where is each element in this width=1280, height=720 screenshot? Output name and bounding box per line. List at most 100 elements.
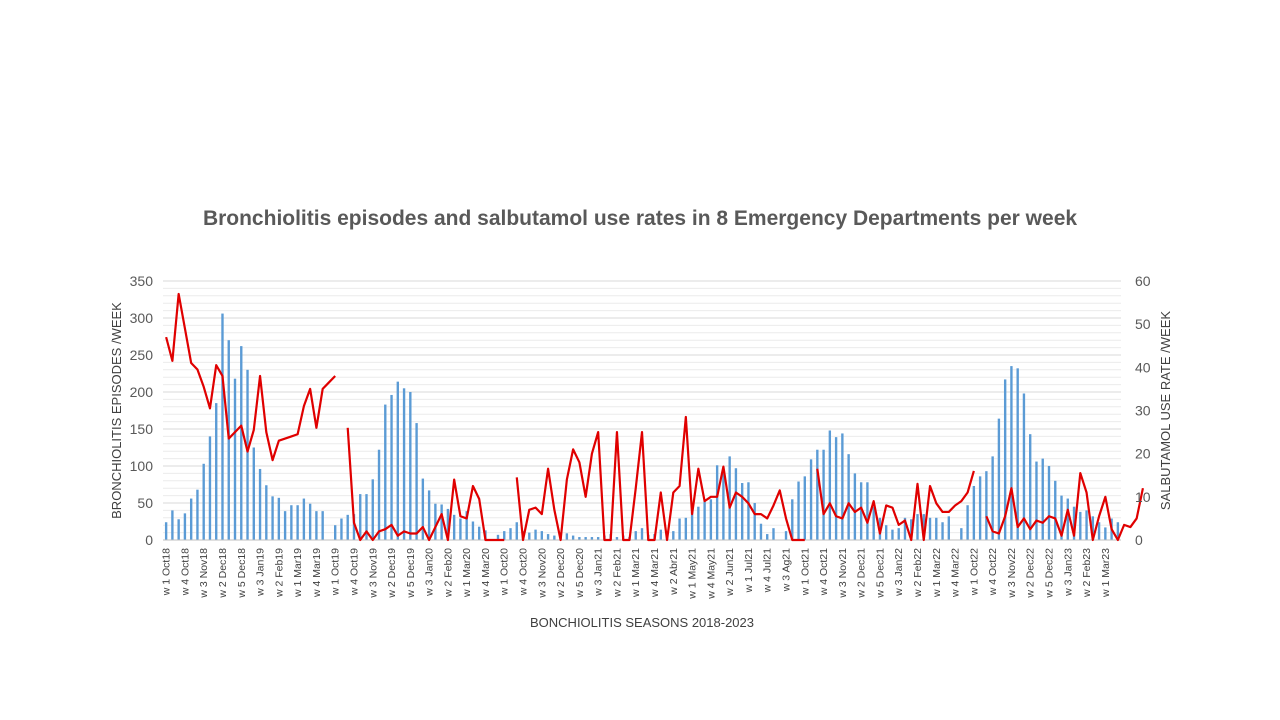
episodes-bar	[471, 521, 475, 540]
y-tick-label: 100	[130, 458, 154, 474]
y2-tick-label: 40	[1135, 359, 1151, 375]
episodes-bar	[1060, 495, 1063, 540]
episodes-bar	[1091, 516, 1095, 540]
episodes-bar	[847, 454, 850, 540]
x-tick-label: w 5 Dec19	[405, 548, 417, 599]
x-tick-label: w 2 Feb22	[912, 548, 924, 598]
episodes-bar	[396, 381, 399, 540]
x-tick-label: w 3 Jan22	[893, 548, 905, 597]
x-tick-label: w 4 Oct19	[348, 548, 360, 596]
x-tick-label: w 4 Mar22	[950, 548, 962, 598]
episodes-bar	[841, 433, 844, 540]
x-tick-label: w 1 Oct20	[499, 548, 511, 596]
y-tick-label: 200	[130, 384, 154, 400]
episodes-bar	[553, 535, 556, 540]
episodes-bar	[1003, 379, 1007, 540]
episodes-bar	[766, 534, 769, 540]
x-tick-label: w 4 Mar21	[649, 548, 661, 598]
episodes-bar	[1116, 522, 1120, 540]
episodes-bar	[803, 476, 806, 540]
episodes-bar	[321, 511, 324, 540]
episodes-bar	[690, 511, 694, 540]
episodes-bar	[296, 505, 299, 540]
episodes-bar	[859, 482, 863, 540]
y-axis-title: BRONCHIOLITIS EPISODES /WEEK	[109, 302, 124, 519]
episodes-bar	[340, 518, 343, 540]
episodes-bar	[1010, 366, 1013, 540]
episodes-bar	[565, 533, 569, 540]
x-tick-label: w 5 Dec20	[574, 548, 586, 599]
episodes-bar	[822, 449, 825, 540]
x-tick-label: w 5 Dec21	[874, 548, 886, 599]
episodes-bar	[171, 510, 174, 540]
y-tick-label: 150	[130, 421, 154, 437]
episodes-bar	[352, 514, 356, 540]
x-tick-label: w 5 Dec18	[236, 548, 248, 599]
episodes-bar	[371, 479, 374, 540]
episodes-bar	[578, 537, 581, 540]
episodes-bar	[816, 449, 819, 540]
episodes-bar	[922, 514, 925, 540]
episodes-bar	[672, 531, 675, 540]
x-tick-label: w 3 Nov19	[367, 548, 379, 599]
y2-tick-label: 50	[1135, 316, 1151, 332]
episodes-bar	[885, 525, 888, 540]
episodes-bar	[722, 471, 725, 540]
episodes-bar	[183, 513, 187, 540]
episodes-bar	[384, 404, 387, 540]
episodes-bar	[503, 531, 506, 540]
episodes-bar	[715, 465, 719, 540]
episodes-bar	[421, 478, 425, 540]
x-tick-label: w 2 Feb19	[273, 548, 285, 598]
episodes-bar	[740, 483, 744, 540]
episodes-bar	[784, 531, 788, 540]
x-tick-label: w 2 Dec19	[386, 548, 398, 599]
episodes-bar	[427, 490, 431, 540]
episodes-bar	[703, 501, 706, 540]
episodes-bar	[571, 535, 575, 540]
episodes-bar	[903, 517, 907, 540]
salbutamol-line	[165, 292, 1144, 542]
x-tick-label: w 1 Mar20	[461, 548, 473, 598]
episodes-bar	[991, 456, 994, 540]
episodes-bar	[221, 313, 224, 540]
episodes-bar	[302, 498, 306, 540]
episodes-bar	[797, 481, 800, 540]
episodes-bar	[891, 529, 894, 540]
episodes-bar	[465, 511, 468, 540]
x-tick-label: w 1 Mar21	[630, 548, 642, 598]
episodes-bar	[596, 537, 600, 540]
x-tick-label: w 4 Oct21	[818, 548, 830, 596]
x-tick-label: w 2 Feb21	[611, 548, 623, 598]
x-tick-label: w 2 Dec20	[555, 548, 567, 599]
episodes-bar	[634, 531, 637, 540]
episodes-bar	[772, 528, 775, 540]
episodes-bar	[440, 504, 443, 540]
episodes-bar	[590, 537, 594, 540]
episodes-bar	[189, 498, 193, 540]
episodes-bar	[966, 505, 969, 540]
episodes-bar	[853, 473, 857, 540]
episodes-bar	[1016, 368, 1019, 540]
episodes-bar	[227, 340, 230, 540]
episodes-bar	[985, 471, 988, 540]
x-tick-label: w 1 Oct19	[330, 548, 342, 596]
episodes-bar	[941, 522, 944, 540]
episodes-bar	[271, 496, 274, 540]
episodes-bar	[402, 388, 406, 540]
x-tick-label: w 2 Abr21	[668, 548, 680, 596]
episodes-bar	[947, 516, 951, 540]
episodes-bar	[252, 447, 255, 540]
episodes-bar	[910, 519, 913, 540]
y-tick-label: 350	[130, 273, 154, 289]
episodes-bar	[1047, 466, 1051, 540]
episodes-bar	[446, 508, 450, 540]
episodes-bar	[872, 506, 875, 540]
x-tick-label: w 1 Jul21	[743, 548, 755, 594]
episodes-bar	[277, 497, 281, 540]
episodes-bar	[684, 517, 688, 540]
episodes-bar	[258, 468, 262, 540]
x-tick-label: w 3 Jan23	[1062, 548, 1074, 597]
y-tick-label: 0	[145, 532, 153, 548]
episodes-bar	[290, 505, 293, 540]
